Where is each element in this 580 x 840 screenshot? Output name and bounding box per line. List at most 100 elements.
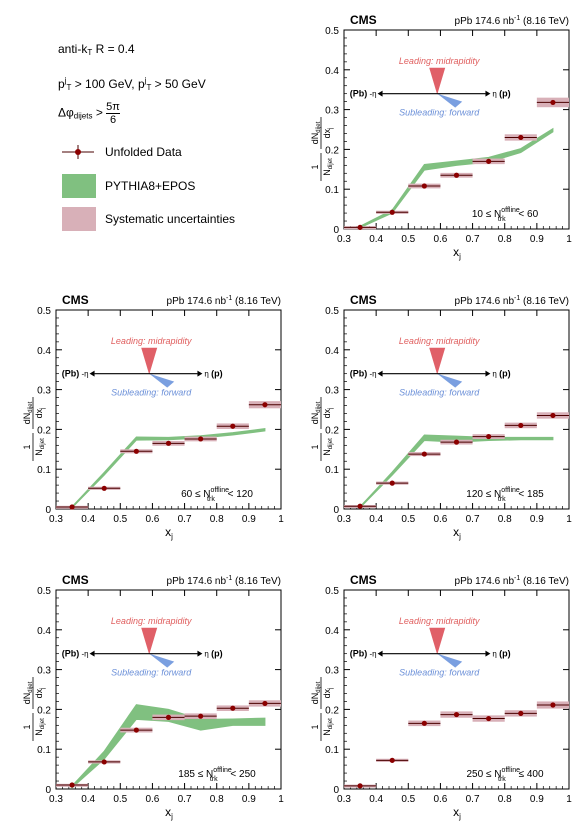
- data-point: [376, 209, 409, 215]
- x-tick-label: 0.4: [81, 794, 95, 805]
- minus-eta: -η: [367, 650, 376, 659]
- cms-label: CMS: [350, 293, 377, 307]
- eta: η: [492, 650, 499, 659]
- x-tick-label: 0.8: [210, 514, 224, 525]
- pb-label: (Pb): [350, 369, 368, 379]
- data-marker: [230, 705, 236, 711]
- ylabel-dx-sub: j: [328, 408, 334, 410]
- data-marker: [262, 402, 268, 408]
- ylabel-dn-sub: dijet: [28, 401, 34, 412]
- y-tick-label: 0.4: [37, 346, 51, 357]
- data-point: [440, 172, 473, 178]
- x-tick-label: 0.7: [466, 794, 480, 805]
- x-axis-sub: j: [458, 532, 461, 541]
- cms-label: CMS: [350, 573, 377, 587]
- y-axis-frac-num: 1: [310, 164, 320, 169]
- ylabel-dx: dx: [34, 688, 44, 698]
- data-point: [152, 440, 185, 446]
- mult-sub: trk: [498, 496, 506, 503]
- plot-frame: [343, 589, 570, 790]
- syst-legend-label: Systematic uncertainties: [105, 212, 236, 226]
- y-axis-frac-num: 1: [310, 724, 320, 729]
- model-legend-label: PYTHIA8+EPOS: [105, 179, 196, 193]
- lumi-sup: -1: [514, 295, 520, 302]
- y-axis-frac-den: Ndijet: [34, 438, 46, 456]
- ylabel-dn: dN: [310, 413, 320, 425]
- minus-eta: -η: [367, 90, 376, 99]
- mult-sup: offline: [501, 207, 520, 214]
- ylabel-n-sub: dijet: [40, 438, 46, 449]
- plot-panel-4: 0.3 0.4 0.5 0.6 0.7 0.8 0.9 100.10.20.30.40.5xj…: [22, 573, 284, 821]
- mult-sub: trk: [207, 496, 215, 503]
- leading-jet-cone: [141, 627, 158, 655]
- y-axis-frac-den: Ndijet: [322, 438, 334, 456]
- mult-sup: offline: [213, 767, 232, 774]
- data-marker: [421, 451, 427, 457]
- p-direction-label: η (p): [204, 369, 222, 379]
- leading-label: Leading: midrapidity: [399, 56, 480, 66]
- pt2-sup: j: [144, 76, 147, 85]
- algo-text: anti-k: [58, 42, 88, 56]
- p-label: (p): [211, 649, 223, 659]
- ylabel-dn: dN: [310, 693, 320, 705]
- x-tick-label: 0.3: [337, 234, 351, 245]
- lumi-label: pPb 174.6 nb-1 (8.16 TeV): [455, 15, 569, 27]
- dphi-sub: dijets: [73, 111, 93, 121]
- lumi-text: pPb 174.6 nb: [167, 576, 227, 587]
- mult-n: N: [494, 769, 501, 780]
- y-axis-frac-den: Ndijet: [322, 158, 334, 176]
- x-tick-label: 1: [278, 794, 284, 805]
- data-marker: [453, 172, 460, 178]
- x-axis-sub: j: [170, 812, 173, 821]
- ylabel-n-sub: dijet: [328, 158, 334, 169]
- data-marker: [389, 209, 395, 215]
- y-axis-dxj: dxj: [34, 408, 46, 419]
- cms-label: CMS: [62, 573, 89, 587]
- x-axis-sub: j: [170, 532, 173, 541]
- lumi-sup: -1: [226, 295, 232, 302]
- pt2-cut: > 50 GeV: [151, 77, 206, 91]
- mult-low: 250 ≤: [466, 769, 494, 780]
- y-tick-label: 0.4: [325, 346, 339, 357]
- x-tick-label: 0.6: [433, 514, 447, 525]
- data-marker: [101, 485, 107, 491]
- x-tick-label: 0.6: [433, 234, 447, 245]
- ylabel-dx-sub: j: [40, 408, 46, 410]
- ylabel-n: N: [322, 449, 332, 456]
- ylabel-n: N: [34, 729, 44, 736]
- eta-arrow-right: [197, 370, 203, 377]
- y-tick-label: 0.3: [37, 386, 51, 397]
- mult-n: N: [494, 489, 501, 500]
- syst-legend-swatch: [62, 207, 96, 231]
- data-point: [248, 401, 281, 409]
- data-marker: [101, 759, 107, 765]
- x-tick-label: 1: [566, 794, 572, 805]
- y-tick-label: 0.3: [325, 106, 339, 117]
- x-tick-label: 0.3: [337, 514, 351, 525]
- ylabel-n: N: [322, 729, 332, 736]
- data-point: [504, 422, 537, 429]
- mult-sup: offline: [210, 487, 229, 494]
- data-marker: [389, 480, 395, 486]
- multiplicity-label: 250 ≤ Noffline trk ≤ 400: [466, 767, 543, 783]
- plot-panel-1: 0.3 0.4 0.5 0.6 0.7 0.8 0.9 100.10.20.30.40.5xj…: [310, 13, 572, 261]
- x-tick-label: 0.9: [530, 234, 544, 245]
- y-axis-frac-num: 1: [22, 724, 32, 729]
- subleading-label: Subleading: forward: [399, 668, 480, 678]
- ylabel-dx-sub: j: [328, 128, 334, 130]
- subleading-label: Subleading: forward: [111, 668, 192, 678]
- data-point: [344, 224, 377, 231]
- ylabel-dx-sub: j: [328, 688, 334, 690]
- ylabel-dx: dx: [322, 408, 332, 418]
- y-tick-label: 0.4: [37, 626, 51, 637]
- leading-jet-cone: [429, 67, 446, 95]
- lumi-label: pPb 174.6 nb-1 (8.16 TeV): [167, 295, 281, 307]
- pb-direction-label: (Pb) -η: [350, 89, 377, 99]
- plot-frame: [343, 29, 570, 230]
- data-point: [536, 701, 569, 709]
- eta-arrow-left: [377, 650, 383, 657]
